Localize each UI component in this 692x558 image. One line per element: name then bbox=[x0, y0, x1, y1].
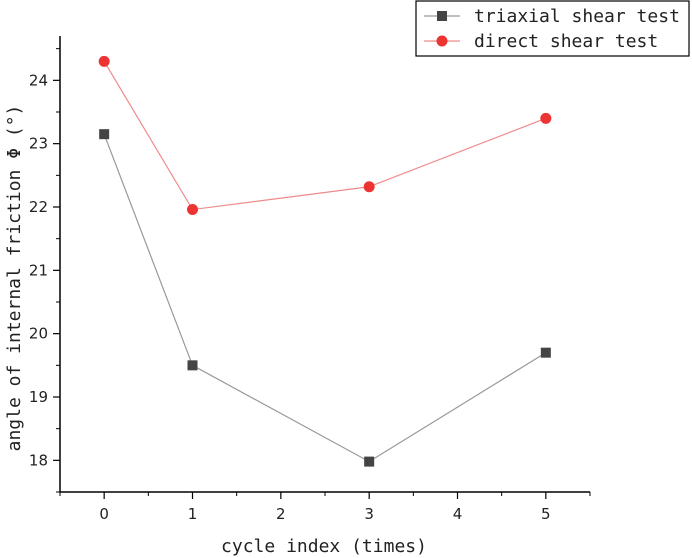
x-tick-label: 3 bbox=[364, 505, 374, 523]
y-tick-label: 22 bbox=[29, 198, 48, 216]
series-1 bbox=[99, 129, 551, 467]
series-line bbox=[103, 61, 547, 211]
data-point bbox=[364, 456, 375, 467]
y-tick-label: 23 bbox=[29, 135, 48, 153]
legend-label: direct shear test bbox=[474, 31, 658, 52]
series-2 bbox=[98, 55, 552, 216]
data-point bbox=[187, 204, 198, 216]
legend-box bbox=[415, 0, 690, 57]
y-tick-label: 20 bbox=[29, 325, 48, 343]
x-tick-label: 0 bbox=[99, 505, 109, 523]
data-point bbox=[98, 55, 110, 67]
series-layer bbox=[98, 55, 552, 467]
data-point bbox=[540, 347, 551, 358]
x-tick-label: 1 bbox=[188, 505, 198, 523]
data-point bbox=[540, 112, 552, 124]
data-point bbox=[99, 129, 110, 140]
y-tick-label: 19 bbox=[29, 388, 48, 406]
y-tick-label: 18 bbox=[29, 451, 48, 469]
legend: triaxial shear test direct shear test bbox=[415, 0, 690, 57]
data-point bbox=[363, 181, 375, 193]
legend-marker bbox=[437, 11, 447, 21]
x-axis-title: cycle index (times) bbox=[221, 536, 427, 557]
y-tick-label: 21 bbox=[29, 261, 48, 279]
y-tick-label: 24 bbox=[29, 71, 48, 89]
legend-label: triaxial shear test bbox=[474, 6, 680, 27]
x-tick-label: 4 bbox=[453, 505, 463, 523]
x-tick-label: 2 bbox=[276, 505, 286, 523]
y-axis-title: angle of internal friction Φ (°) bbox=[4, 105, 25, 452]
x-tick-label: 5 bbox=[541, 505, 551, 523]
series-line bbox=[103, 133, 547, 463]
data-point bbox=[187, 360, 198, 371]
legend-marker bbox=[436, 35, 448, 47]
